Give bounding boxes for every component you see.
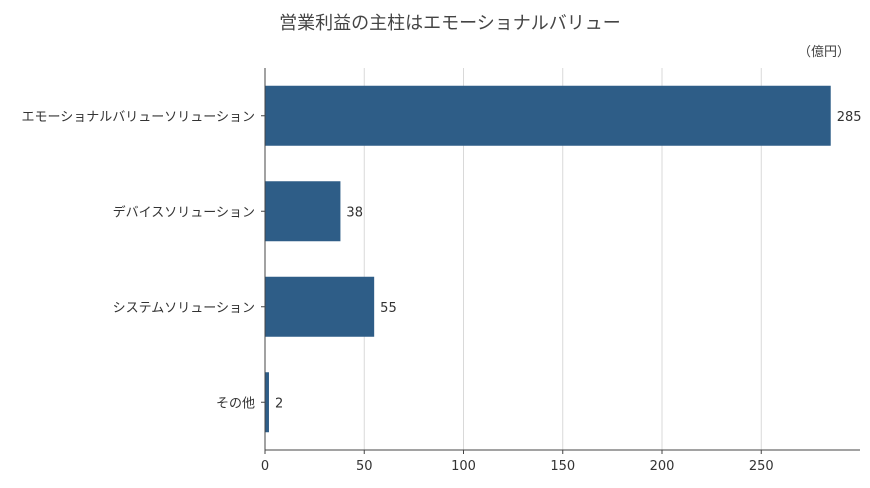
category-label: システムソリューション	[113, 301, 255, 316]
labels: 0 50 100 150 200 250 エモーショナルバリューソリューション 285 デバイス…	[22, 110, 862, 474]
x-tick-label: 100	[451, 459, 476, 474]
category-label: デバイスソリューション	[113, 204, 255, 220]
unit-label: （億円）	[798, 44, 850, 60]
data-label: 285	[837, 110, 862, 125]
x-tick-label: 250	[749, 459, 774, 474]
bar	[265, 181, 341, 242]
bar	[265, 276, 375, 337]
bar	[265, 372, 269, 433]
x-tick-label: 0	[261, 459, 269, 474]
axes	[261, 68, 860, 454]
x-tick-label: 150	[550, 459, 575, 474]
data-label: 2	[275, 396, 283, 411]
category-label: エモーショナルバリューソリューション	[22, 110, 255, 125]
bar	[265, 85, 831, 146]
x-tick-label: 200	[650, 459, 675, 474]
bars	[265, 85, 831, 433]
x-tick-label: 50	[356, 459, 373, 474]
chart-title: 営業利益の主柱はエモーショナルバリュー	[279, 13, 621, 34]
data-label: 38	[346, 205, 363, 220]
data-label: 55	[380, 301, 397, 316]
category-label: その他	[216, 396, 255, 411]
